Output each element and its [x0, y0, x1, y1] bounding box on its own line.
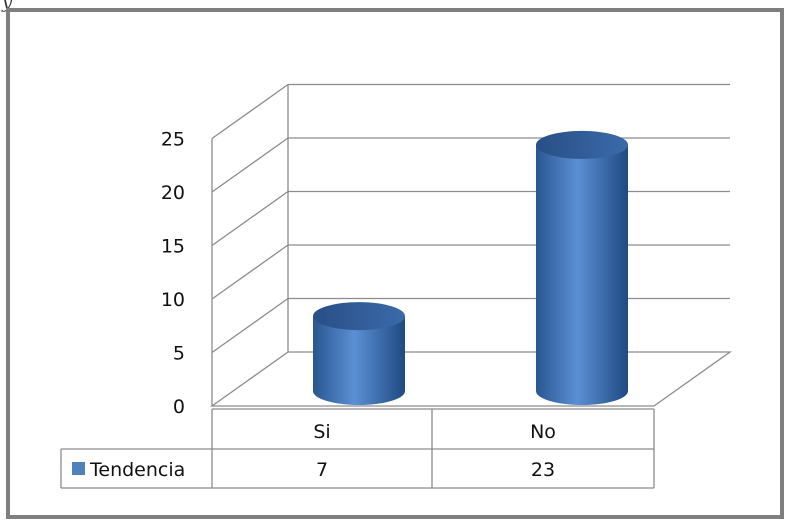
y-tick-label: 25 [161, 129, 185, 151]
category-label: Si [313, 421, 330, 443]
bar-body [313, 316, 405, 405]
bar-body [536, 144, 628, 405]
y-tick-label: 5 [173, 343, 185, 365]
gridline-side [211, 190, 289, 247]
chart-walls [209, 84, 733, 407]
data-label: 23 [531, 459, 555, 481]
y-tick-label: 0 [173, 396, 185, 418]
y-tick-label: 10 [161, 289, 185, 311]
legend-series-name: Tendencia [89, 459, 185, 481]
legend-swatch [72, 462, 85, 475]
data-label: 7 [316, 459, 328, 481]
y-axis-ticks: 0 5 10 15 20 25 [161, 129, 185, 419]
bar-no [536, 130, 628, 405]
bars [313, 130, 628, 405]
gridlines [211, 83, 730, 354]
chart-floor [209, 351, 733, 407]
bar-cap [536, 130, 628, 159]
gridline-side [211, 297, 289, 354]
bar-cap [313, 302, 405, 331]
header-fragment: y [2, 0, 13, 13]
gridline-side [211, 83, 289, 140]
gridline-side [211, 244, 289, 300]
data-table: Si No 7 23 Tendencia [60, 408, 655, 489]
y-tick-label: 20 [161, 182, 185, 204]
category-label: No [530, 421, 556, 443]
gridline-side [211, 137, 289, 193]
bar-si [313, 302, 405, 405]
y-tick-label: 15 [161, 236, 185, 258]
